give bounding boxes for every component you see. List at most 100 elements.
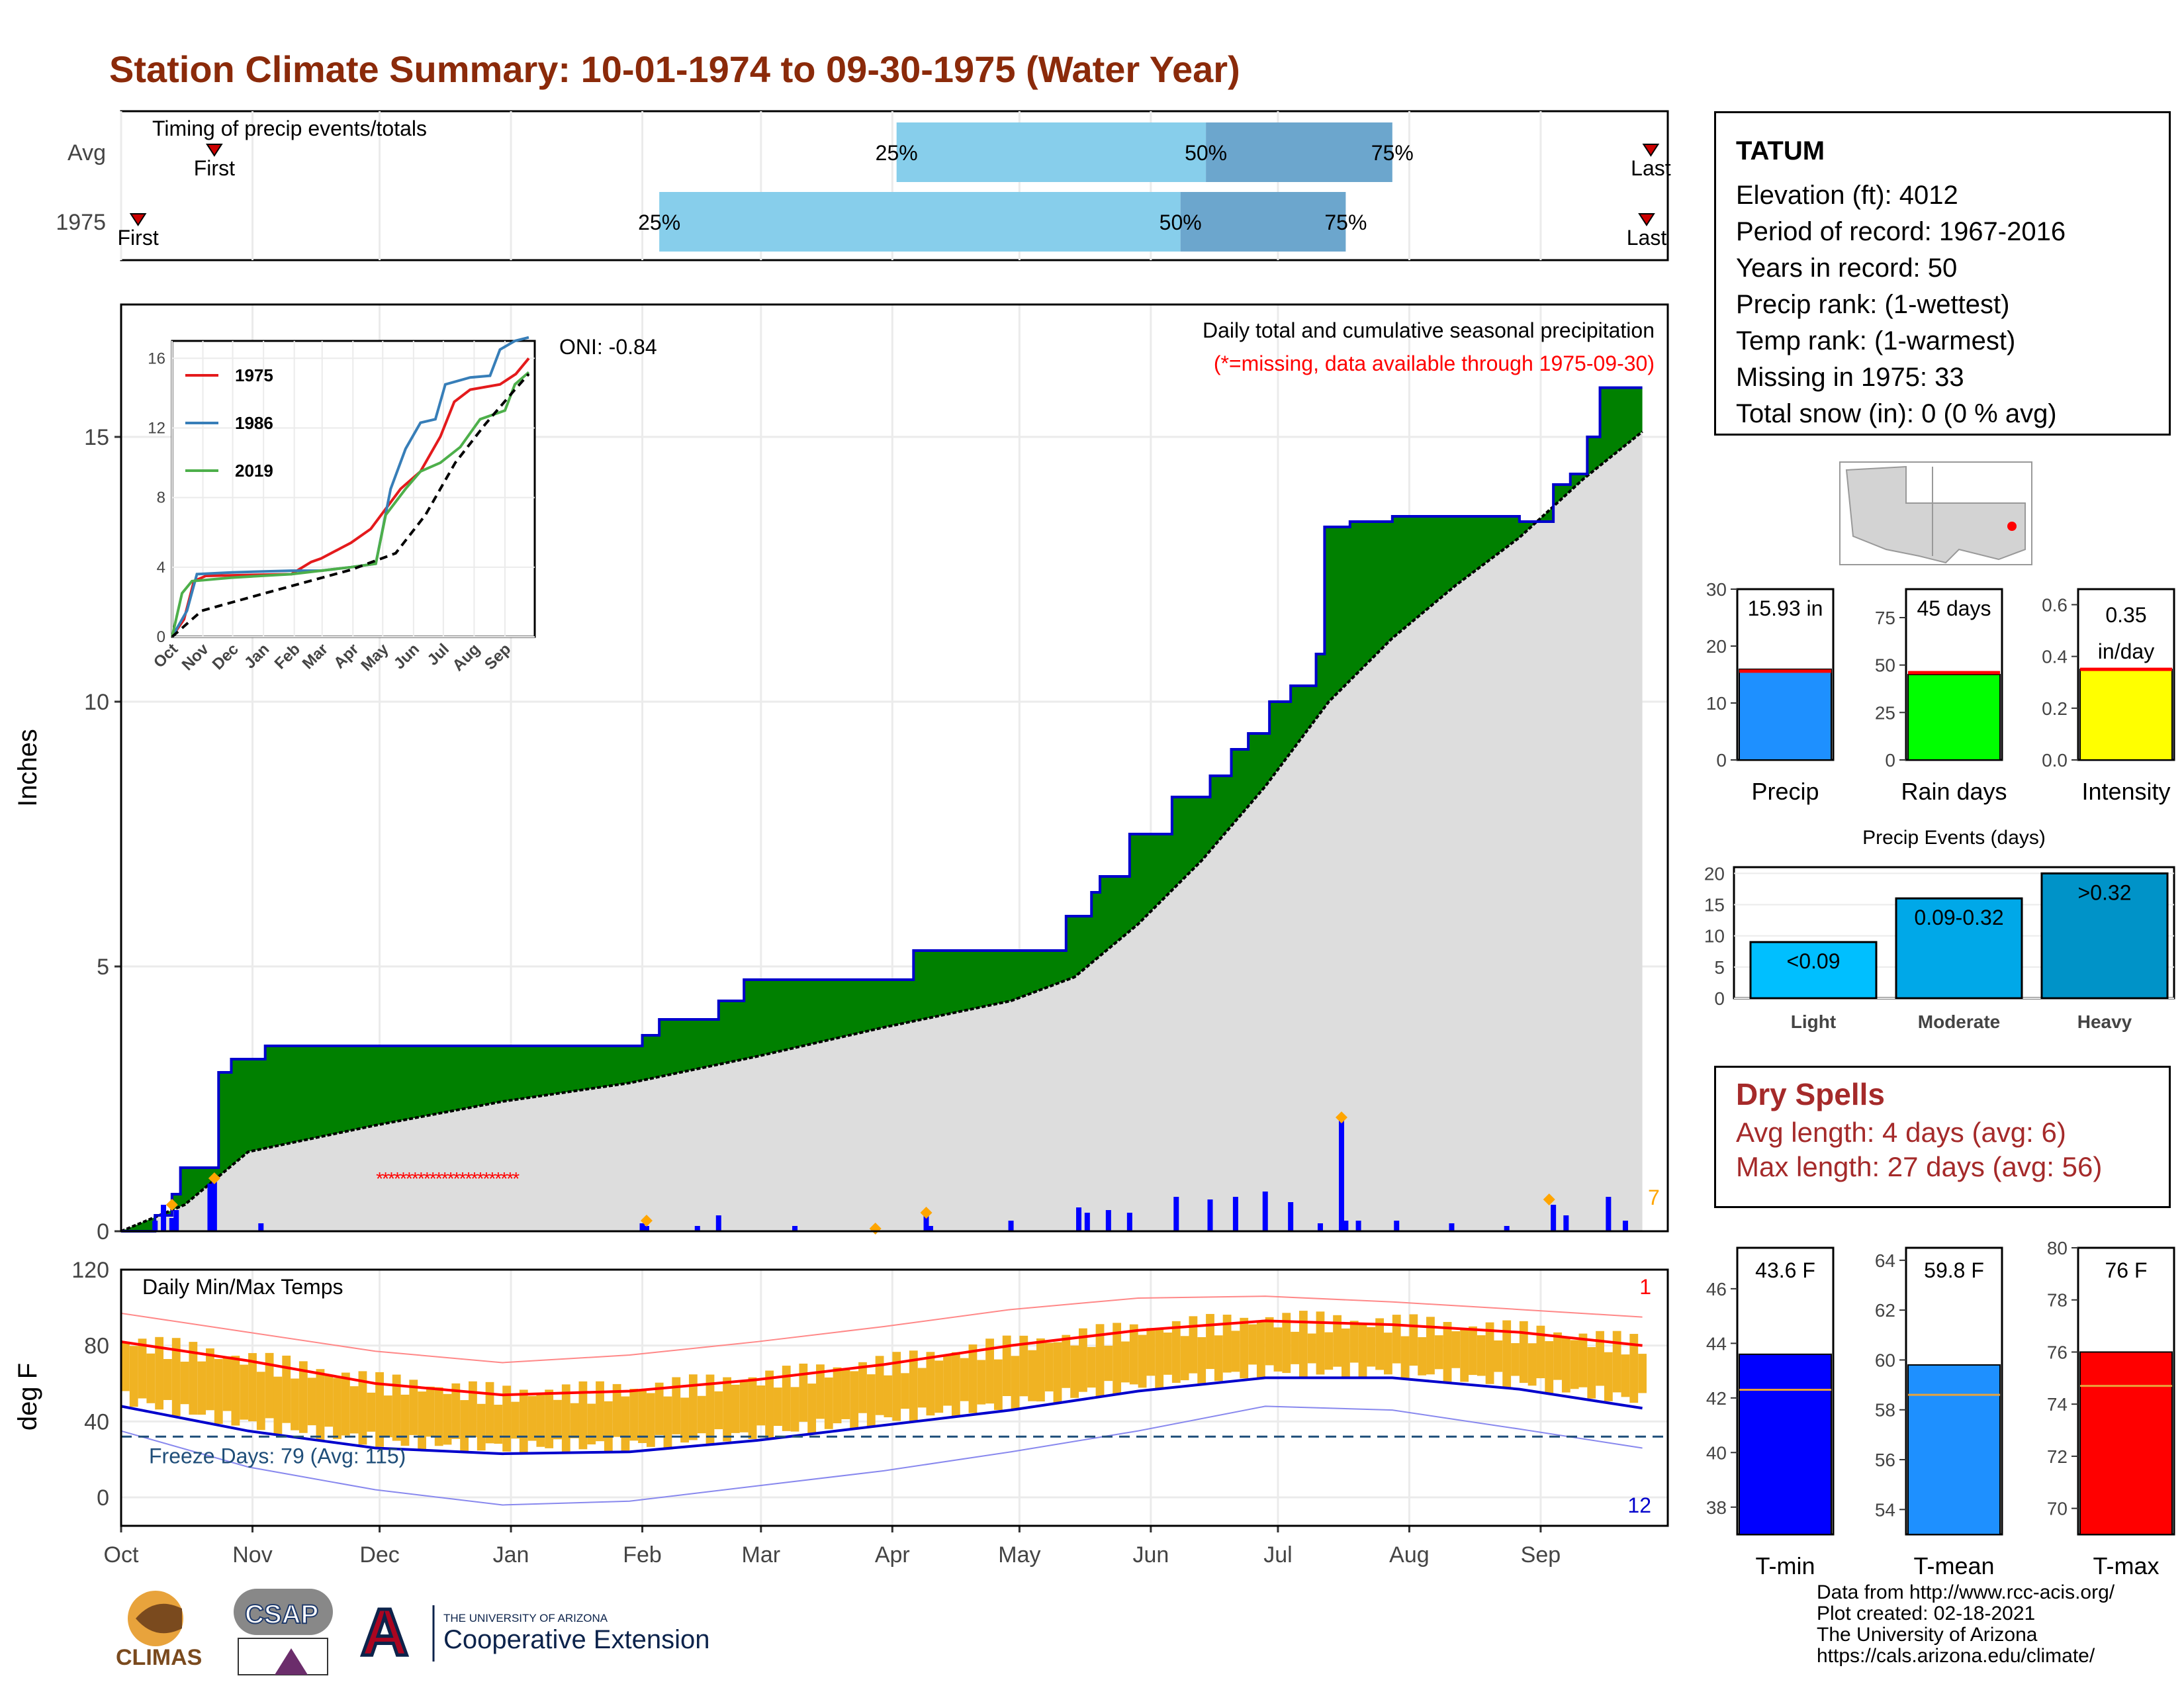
daily-temp-bar bbox=[1062, 1335, 1071, 1388]
timing-row-label: 1975 bbox=[56, 210, 106, 235]
daily-precip-bar bbox=[1394, 1221, 1400, 1231]
daily-temp-bar bbox=[1511, 1343, 1520, 1376]
map-station-dot bbox=[2007, 522, 2017, 531]
daily-precip-bar bbox=[715, 1215, 721, 1231]
avg-min-line bbox=[120, 1376, 1643, 1456]
daily-temp-bar bbox=[349, 1386, 359, 1434]
daily-temp-bar bbox=[1469, 1326, 1477, 1376]
daily-temp-bar bbox=[1248, 1324, 1257, 1365]
station-missing: Missing in 1975: 33 bbox=[1736, 363, 1964, 392]
precip-total-ytick-label: 20 bbox=[1706, 636, 1727, 657]
daily-temp-bar bbox=[1451, 1331, 1461, 1368]
month-xtick-label: Apr bbox=[875, 1542, 910, 1568]
daily-precip-bar bbox=[1504, 1226, 1510, 1231]
timing-bar-early bbox=[896, 122, 1206, 182]
t-max-bar bbox=[2079, 1351, 2173, 1536]
rain-days-ytick-label: 0 bbox=[1885, 750, 1895, 771]
daily-temp-bar bbox=[298, 1361, 308, 1433]
daily-temp-bar bbox=[1519, 1321, 1528, 1383]
timing-marker bbox=[1642, 144, 1660, 157]
month-xtick-label: Feb bbox=[623, 1542, 662, 1568]
daily-precip-bar bbox=[1173, 1197, 1179, 1231]
station-elevation: Elevation (ft): 4012 bbox=[1736, 181, 1958, 210]
missing-day-marker: * bbox=[406, 1168, 413, 1189]
daily-precip-bar bbox=[1317, 1223, 1323, 1231]
daily-temp-bar bbox=[1477, 1335, 1486, 1376]
temp-ytick-label: 120 bbox=[71, 1258, 109, 1283]
daily-temp-bar bbox=[1163, 1333, 1172, 1375]
temp-ytick-label: 0 bbox=[97, 1485, 109, 1511]
daily-temp-bar bbox=[1502, 1320, 1512, 1387]
precip-total-value-label: 15.93 in bbox=[1748, 596, 1823, 620]
daily-temp-bar bbox=[790, 1387, 799, 1432]
intensity-ytick-label: 0.6 bbox=[2042, 594, 2068, 615]
daily-temp-bar bbox=[1621, 1354, 1630, 1397]
daily-precip-bar bbox=[161, 1205, 167, 1231]
precip-total-ytick-label: 30 bbox=[1706, 579, 1727, 600]
daily-temp-bar bbox=[256, 1372, 265, 1430]
logo-strip: CLIMAS CSAP A THE UNIVERSITY OF ARIZONA … bbox=[109, 1582, 738, 1681]
timing-marker-label: Last bbox=[1631, 156, 1671, 180]
rain-days-bar bbox=[1907, 674, 2001, 761]
missing-day-marker: * bbox=[512, 1168, 520, 1189]
daily-temp-bar bbox=[1113, 1323, 1122, 1394]
timing-pct-label: 75% bbox=[1371, 141, 1414, 165]
ua-big-text: Cooperative Extension bbox=[443, 1625, 709, 1654]
daily-temp-bar bbox=[1400, 1336, 1410, 1379]
daily-precip-bar bbox=[1563, 1215, 1569, 1231]
daily-temp-bar bbox=[663, 1396, 672, 1449]
daily-temp-bar bbox=[782, 1366, 791, 1431]
t-mean-bar bbox=[1907, 1364, 2001, 1536]
daily-precip-bar bbox=[169, 1218, 175, 1231]
daily-temp-bar bbox=[1291, 1331, 1299, 1364]
t-mean-category-label: T-mean bbox=[1913, 1552, 1994, 1579]
inset-ytick-label: 4 bbox=[157, 559, 165, 577]
csap-logo: CSAP bbox=[234, 1589, 333, 1675]
event-bar-label: 0.09-0.32 bbox=[1914, 906, 2003, 929]
daily-temp-bar bbox=[960, 1358, 969, 1401]
daily-precip-bar bbox=[1338, 1120, 1344, 1231]
daily-temp-bar bbox=[1604, 1352, 1613, 1401]
record-min-line bbox=[120, 1405, 1643, 1506]
t-mean-ytick-label: 58 bbox=[1875, 1400, 1895, 1421]
missing-day-marker: * bbox=[388, 1168, 395, 1189]
missing-day-marker: * bbox=[482, 1168, 490, 1189]
precip-corner-count: 7 bbox=[1648, 1186, 1660, 1209]
station-name: TATUM bbox=[1736, 136, 1825, 165]
dry-spells-avg: Avg length: 4 days (avg: 6) bbox=[1736, 1117, 2066, 1148]
daily-temp-bar bbox=[951, 1352, 960, 1417]
daily-temp-bar bbox=[1206, 1313, 1214, 1370]
month-xtick-label: Aug bbox=[1389, 1542, 1430, 1568]
daily-precip-bar bbox=[1606, 1197, 1612, 1231]
climas-logo: CLIMAS bbox=[116, 1591, 202, 1670]
daily-temp-bar bbox=[1629, 1334, 1639, 1403]
rain-days-category-label: Rain days bbox=[1901, 778, 2007, 805]
t-min-bar bbox=[1739, 1353, 1832, 1536]
t-min-value-label: 43.6 F bbox=[1755, 1258, 1815, 1282]
daily-temp-bar bbox=[1036, 1338, 1045, 1402]
missing-day-marker: * bbox=[506, 1168, 514, 1189]
month-xtick-label: Jul bbox=[1263, 1542, 1292, 1568]
daily-temp-bar bbox=[1011, 1356, 1020, 1410]
precip-event-marker bbox=[640, 1215, 653, 1227]
daily-temp-bar bbox=[739, 1381, 749, 1432]
daily-temp-bar bbox=[841, 1370, 850, 1419]
credit-url: https://cals.arizona.edu/climate/ bbox=[1817, 1645, 2095, 1667]
daily-temp-bar bbox=[1434, 1335, 1443, 1370]
daily-temp-bar bbox=[1079, 1328, 1087, 1392]
event-category-label: Moderate bbox=[1918, 1011, 2000, 1032]
daily-temp-bar bbox=[655, 1382, 664, 1435]
daily-temp-bar bbox=[121, 1341, 130, 1391]
station-info-box: TATUM Elevation (ft): 4012 Period of rec… bbox=[1714, 111, 2171, 436]
intensity-ytick-label: 0.4 bbox=[2042, 647, 2068, 667]
svg-text:A: A bbox=[361, 1595, 408, 1669]
month-xtick-label: May bbox=[998, 1542, 1040, 1568]
t-max-ytick-label: 70 bbox=[2047, 1499, 2068, 1519]
month-xtick-label: Sep bbox=[1521, 1542, 1561, 1568]
daily-temp-bar bbox=[1256, 1322, 1265, 1379]
daily-temp-bar bbox=[1146, 1328, 1156, 1376]
daily-temp-bar bbox=[443, 1393, 452, 1445]
t-max-ytick-label: 74 bbox=[2047, 1394, 2068, 1415]
intensity-value-label2: in/day bbox=[2098, 639, 2154, 663]
